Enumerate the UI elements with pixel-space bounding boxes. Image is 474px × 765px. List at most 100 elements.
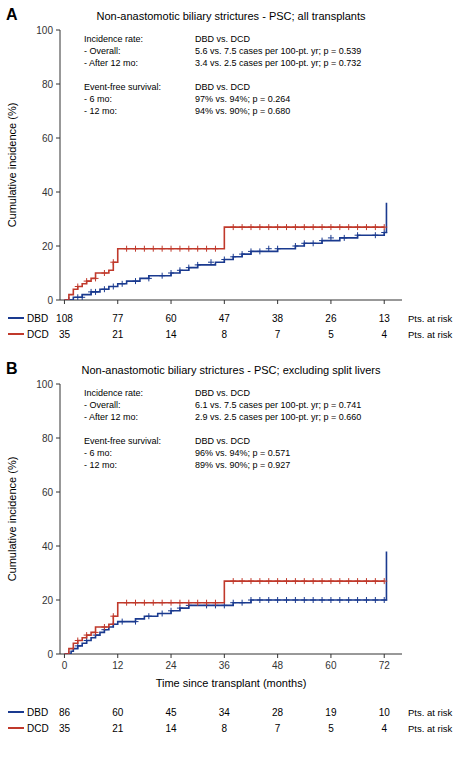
censor-mark — [275, 224, 281, 230]
at-risk-label: Pts. at risk — [408, 313, 453, 324]
legend-label: DBD — [27, 707, 48, 718]
censor-mark — [372, 224, 378, 230]
legend-swatch — [8, 711, 24, 713]
censor-mark — [310, 224, 316, 230]
annotation: - 12 mo: — [84, 460, 117, 470]
censor-mark — [301, 240, 307, 246]
censor-mark — [101, 270, 107, 276]
x-tick — [330, 300, 331, 304]
legend-label: DCD — [27, 329, 49, 340]
censor-mark — [159, 611, 165, 617]
censor-mark — [150, 246, 156, 252]
censor-mark — [284, 578, 290, 584]
censor-mark — [319, 238, 325, 244]
y-tick — [56, 30, 60, 31]
censor-mark — [204, 246, 210, 252]
annotation: 96% vs. 94%; p = 0.571 — [195, 448, 290, 458]
x-tick — [224, 300, 225, 304]
y-tick-label: 40 — [42, 187, 54, 198]
censor-mark — [372, 578, 378, 584]
censor-mark — [212, 600, 218, 606]
x-tick-label: 60 — [325, 660, 337, 671]
annotation: DBD vs. DCD — [195, 436, 251, 446]
censor-mark — [177, 600, 183, 606]
censor-mark — [266, 246, 272, 252]
panel-label: B — [6, 360, 18, 377]
censor-mark — [319, 597, 325, 603]
legend-swatch — [8, 317, 24, 319]
y-tick-label: 20 — [42, 241, 54, 252]
censor-mark — [266, 578, 272, 584]
censor-mark — [195, 262, 201, 268]
x-tick-label: 0 — [62, 660, 68, 671]
censor-mark — [266, 597, 272, 603]
panel-label: A — [6, 6, 18, 23]
censor-mark — [141, 600, 147, 606]
censor-mark — [337, 224, 343, 230]
censor-mark — [119, 281, 125, 287]
censor-mark — [266, 224, 272, 230]
x-tick — [384, 300, 385, 304]
censor-mark — [328, 235, 334, 241]
censor-mark — [284, 224, 290, 230]
plot-area — [64, 203, 387, 300]
y-tick — [56, 138, 60, 139]
x-tick-label: 72 — [379, 660, 391, 671]
censor-mark — [301, 578, 307, 584]
censor-mark — [124, 600, 130, 606]
at-risk-count: 7 — [275, 329, 281, 340]
at-risk-count: 7 — [275, 723, 281, 734]
censor-mark — [346, 578, 352, 584]
y-axis-line — [60, 30, 61, 300]
censor-mark — [159, 600, 165, 606]
censor-mark — [310, 240, 316, 246]
annotation: DBD vs. DCD — [195, 82, 251, 92]
censor-mark — [79, 294, 85, 300]
censor-mark — [310, 597, 316, 603]
x-tick — [384, 654, 385, 658]
annotation: - After 12 mo: — [84, 58, 138, 68]
censor-mark — [101, 624, 107, 630]
at-risk-count: 14 — [165, 329, 177, 340]
censor-mark — [186, 265, 192, 271]
censor-mark — [372, 232, 378, 238]
plot-area — [64, 551, 387, 654]
censor-mark — [168, 608, 174, 614]
y-tick — [56, 84, 60, 85]
at-risk-count: 86 — [59, 707, 71, 718]
annotation: Incidence rate: — [84, 34, 143, 44]
annotation: 89% vs. 90%; p = 0.927 — [195, 460, 290, 470]
panel: BNon-anastomotic biliary strictures - PS… — [6, 360, 453, 734]
at-risk-count: 21 — [112, 723, 124, 734]
censor-mark — [355, 224, 361, 230]
censor-mark — [177, 246, 183, 252]
annotation: 94% vs. 90%; p = 0.680 — [195, 106, 290, 116]
censor-mark — [248, 597, 254, 603]
censor-mark — [75, 638, 81, 644]
y-tick-label: 80 — [42, 433, 54, 444]
x-tick — [277, 654, 278, 658]
y-tick — [56, 654, 60, 655]
censor-mark — [319, 578, 325, 584]
censor-mark — [301, 224, 307, 230]
censor-mark — [363, 578, 369, 584]
censor-mark — [146, 275, 152, 281]
at-risk-count: 34 — [219, 707, 231, 718]
censor-mark — [363, 224, 369, 230]
censor-mark — [221, 257, 227, 263]
censor-mark — [110, 613, 116, 619]
x-tick — [64, 300, 65, 304]
step-line — [64, 227, 384, 300]
censor-mark — [93, 275, 99, 281]
at-risk-count: 5 — [328, 329, 334, 340]
y-tick-label: 20 — [42, 595, 54, 606]
censor-mark — [110, 284, 116, 290]
annotation: Incidence rate: — [84, 388, 143, 398]
annotation: - Overall: — [84, 400, 121, 410]
annotation: DBD vs. DCD — [195, 388, 251, 398]
annotation: - After 12 mo: — [84, 412, 138, 422]
censor-mark — [346, 597, 352, 603]
censor-mark — [292, 597, 298, 603]
panel: ANon-anastomotic biliary strictures - PS… — [6, 6, 453, 340]
censor-mark — [292, 224, 298, 230]
